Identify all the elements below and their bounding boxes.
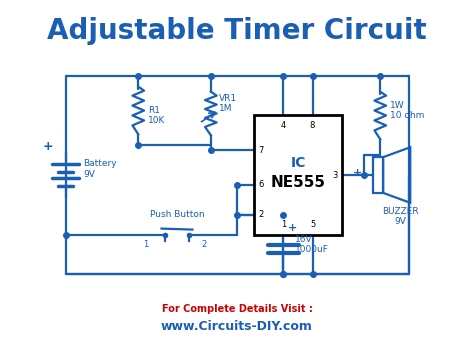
Text: NE555: NE555 [271,175,326,190]
Text: www.Circuits-DIY.com: www.Circuits-DIY.com [161,320,313,333]
Text: 2: 2 [258,210,264,219]
Text: 1: 1 [281,220,286,229]
Text: 1: 1 [143,240,149,249]
Text: 6: 6 [258,180,264,190]
Text: IC: IC [290,156,306,170]
Bar [255,115,342,235]
Text: 5: 5 [310,220,315,229]
Text: Adjustable Timer Circuit: Adjustable Timer Circuit [47,17,427,45]
Text: +: + [353,168,362,178]
Text: For Complete Details Visit :: For Complete Details Visit : [162,304,312,314]
Text: Push Button: Push Button [150,210,204,219]
Text: 7: 7 [258,146,264,155]
Text: 4: 4 [281,121,286,130]
Text: Battery
9V: Battery 9V [83,159,117,179]
Text: 1W
10 ohm: 1W 10 ohm [390,101,424,120]
Text: 8: 8 [310,121,315,130]
Text: 3: 3 [332,170,337,180]
Text: BUZZER
9V: BUZZER 9V [382,207,419,226]
Text: 16V
1000uF: 16V 1000uF [295,235,329,254]
Text: R1
10K: R1 10K [148,106,165,125]
Text: VR1
1M: VR1 1M [219,94,237,113]
Text: +: + [288,223,298,233]
Text: 2: 2 [201,240,207,249]
Text: +: + [43,140,54,153]
